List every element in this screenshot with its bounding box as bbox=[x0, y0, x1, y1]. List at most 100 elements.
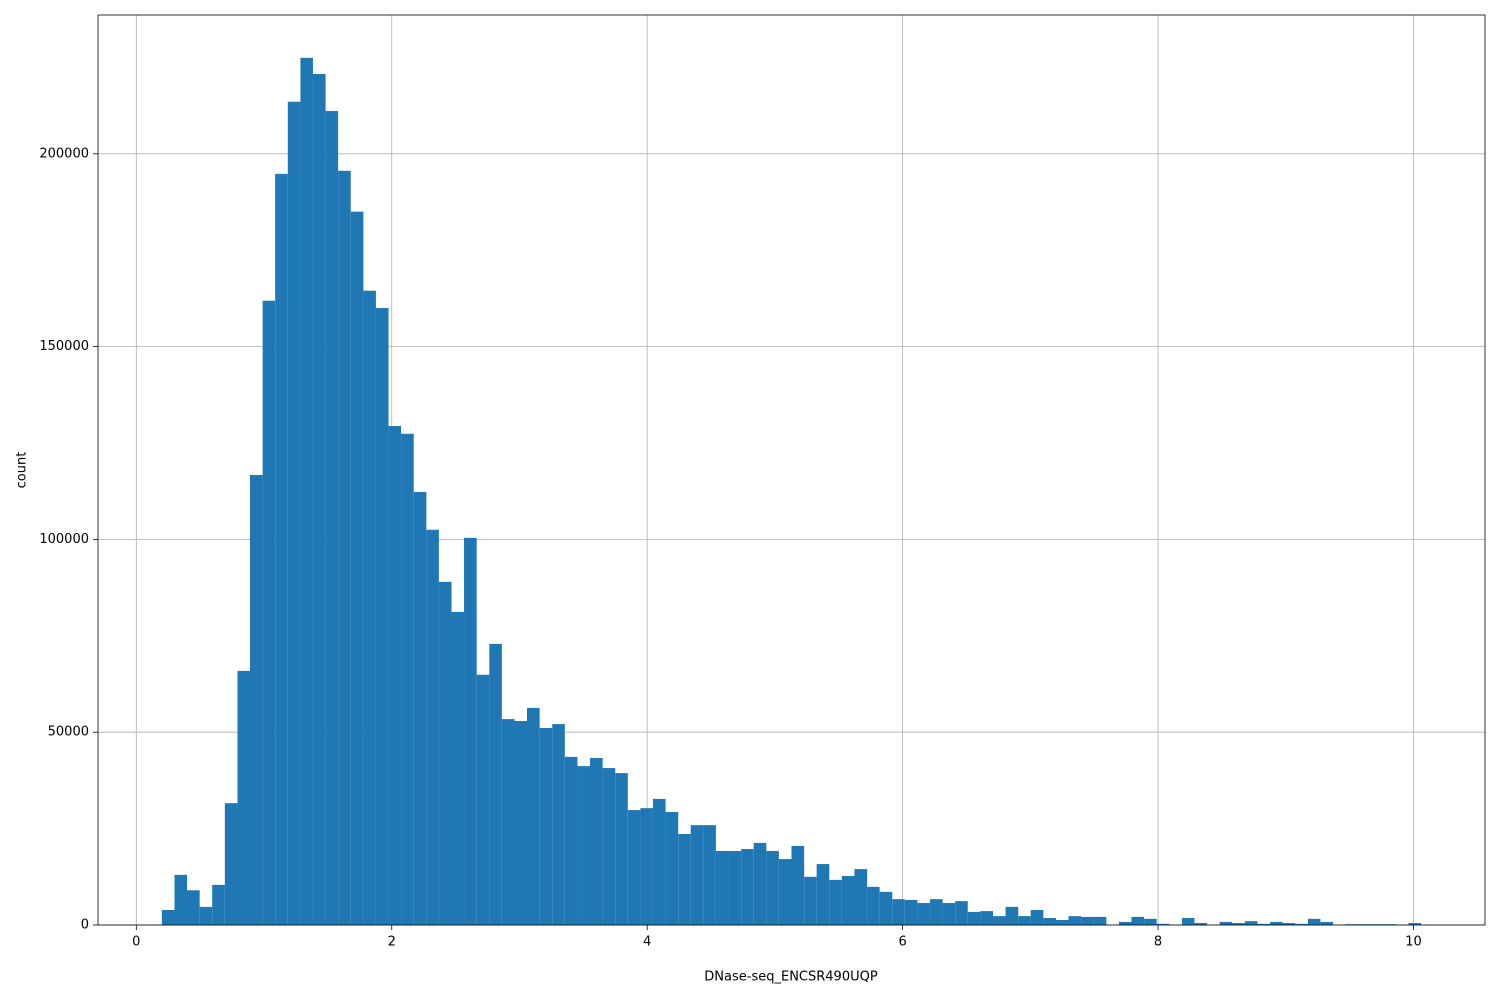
bar bbox=[652, 798, 666, 925]
bar bbox=[401, 433, 414, 925]
bar bbox=[791, 845, 805, 925]
bar bbox=[564, 756, 578, 925]
bar bbox=[363, 290, 376, 925]
bar bbox=[300, 57, 313, 926]
bar bbox=[325, 111, 339, 926]
bar bbox=[904, 899, 918, 925]
x-tick-label: 2 bbox=[388, 935, 396, 950]
x-tick-label: 0 bbox=[132, 935, 140, 950]
bar bbox=[879, 891, 893, 925]
bar bbox=[1144, 918, 1157, 925]
bar bbox=[1156, 923, 1170, 925]
bar bbox=[615, 773, 628, 925]
bar bbox=[262, 300, 276, 925]
bar bbox=[312, 73, 326, 925]
bar bbox=[1030, 909, 1044, 925]
bar bbox=[980, 911, 994, 925]
bar bbox=[476, 674, 490, 925]
bar bbox=[1257, 923, 1271, 925]
bar bbox=[942, 903, 956, 925]
y-tick-label: 150000 bbox=[39, 339, 89, 354]
bar bbox=[1005, 906, 1019, 925]
bar bbox=[287, 101, 301, 925]
bar bbox=[338, 170, 351, 925]
bar bbox=[1408, 923, 1422, 925]
bar bbox=[930, 899, 943, 925]
bar bbox=[451, 611, 465, 925]
bar bbox=[728, 850, 742, 925]
bar bbox=[741, 849, 754, 925]
bar bbox=[665, 812, 679, 925]
bar bbox=[766, 850, 779, 925]
bar bbox=[514, 721, 527, 925]
bar bbox=[577, 766, 590, 925]
bar bbox=[602, 768, 616, 925]
x-tick-label: 6 bbox=[898, 935, 906, 950]
bar bbox=[438, 581, 452, 925]
bar bbox=[854, 869, 868, 925]
bar bbox=[1068, 916, 1082, 925]
bar bbox=[1194, 923, 1208, 925]
bar bbox=[1295, 923, 1308, 925]
x-axis-label: DNase-seq_ENCSR490UQP bbox=[704, 970, 878, 985]
y-axis-label: count bbox=[15, 452, 30, 489]
bar bbox=[464, 537, 477, 925]
x-tick-label: 4 bbox=[643, 935, 651, 950]
bar bbox=[892, 899, 905, 925]
bar bbox=[552, 724, 565, 925]
x-tick-label: 10 bbox=[1405, 935, 1422, 950]
bar bbox=[174, 874, 188, 925]
bar bbox=[350, 211, 364, 926]
bar bbox=[955, 901, 968, 925]
bar bbox=[388, 426, 402, 925]
bar bbox=[1282, 923, 1296, 925]
bar bbox=[526, 707, 540, 925]
y-tick-label: 50000 bbox=[48, 725, 89, 740]
bar bbox=[375, 308, 389, 925]
bar bbox=[993, 916, 1006, 925]
bar bbox=[967, 911, 981, 925]
bar bbox=[640, 808, 653, 925]
y-tick-label: 0 bbox=[81, 918, 89, 933]
bar bbox=[627, 810, 641, 925]
bar bbox=[249, 475, 263, 925]
bar bbox=[413, 491, 427, 925]
bar bbox=[1043, 918, 1057, 925]
bar bbox=[678, 834, 691, 925]
bar bbox=[1244, 921, 1258, 925]
bar bbox=[867, 886, 880, 925]
bar bbox=[212, 884, 225, 925]
bar bbox=[237, 670, 250, 925]
bar bbox=[1320, 921, 1334, 925]
bar bbox=[703, 825, 716, 925]
bar bbox=[539, 727, 553, 925]
bar bbox=[1307, 918, 1321, 925]
bar bbox=[753, 842, 767, 925]
bar bbox=[224, 803, 238, 925]
bar bbox=[1181, 918, 1195, 925]
bar bbox=[275, 173, 288, 926]
y-tick-label: 200000 bbox=[39, 146, 89, 161]
bar bbox=[589, 758, 603, 925]
bar bbox=[804, 876, 817, 925]
bar bbox=[1018, 916, 1031, 925]
bar bbox=[426, 529, 439, 925]
bar bbox=[917, 903, 931, 925]
y-tick-label: 100000 bbox=[39, 532, 89, 547]
bar bbox=[199, 906, 213, 925]
bar bbox=[690, 825, 704, 925]
bar bbox=[1093, 916, 1107, 925]
bar bbox=[501, 719, 515, 925]
bar bbox=[161, 909, 175, 925]
bar bbox=[187, 890, 200, 925]
bar bbox=[1131, 916, 1145, 925]
bar bbox=[489, 643, 502, 925]
bar bbox=[1081, 916, 1094, 925]
bar bbox=[1232, 923, 1245, 925]
bar bbox=[816, 864, 830, 925]
x-tick-label: 8 bbox=[1154, 935, 1162, 950]
bar bbox=[1056, 919, 1069, 925]
bar bbox=[1219, 921, 1233, 925]
